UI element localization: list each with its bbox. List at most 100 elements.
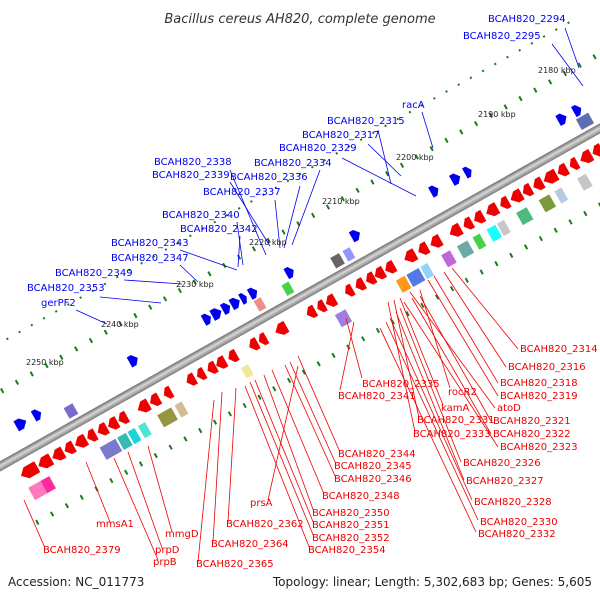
gene-label-forward[interactable]: BCAH820_2336 bbox=[230, 172, 308, 183]
reverse-gene[interactable] bbox=[85, 428, 99, 444]
forward-gene[interactable] bbox=[246, 286, 259, 300]
gene-label-forward[interactable]: BCAH820_2295 bbox=[463, 31, 541, 42]
gene-label-forward[interactable]: BCAH820_2329 bbox=[279, 143, 357, 154]
forward-gene[interactable] bbox=[428, 184, 440, 198]
gene-label-reverse[interactable]: BCAH820_2362 bbox=[226, 519, 304, 530]
gene-label-forward[interactable]: BCAH820_2343 bbox=[111, 238, 189, 249]
gene-label-reverse[interactable]: BCAH820_2322 bbox=[493, 429, 571, 440]
reverse-gene[interactable] bbox=[95, 422, 111, 437]
gene-label-forward[interactable]: BCAH820_2338 bbox=[154, 157, 232, 168]
reverse-gene[interactable] bbox=[256, 332, 270, 347]
forward-gene[interactable] bbox=[448, 172, 462, 186]
feature-block[interactable] bbox=[441, 250, 457, 268]
reverse-gene[interactable] bbox=[484, 202, 501, 218]
gene-label-reverse[interactable]: rocR2 bbox=[448, 387, 477, 398]
gene-label-reverse[interactable]: BCAH820_2341 bbox=[338, 391, 416, 402]
feature-block[interactable] bbox=[575, 112, 595, 131]
gene-label-forward[interactable]: racA bbox=[402, 100, 425, 111]
gene-label-reverse[interactable]: mmgD bbox=[165, 529, 199, 540]
gene-label-reverse[interactable]: BCAH820_2345 bbox=[334, 461, 412, 472]
feature-block[interactable] bbox=[157, 407, 178, 428]
gene-label-reverse[interactable]: BCAH820_2348 bbox=[322, 491, 400, 502]
reverse-gene[interactable] bbox=[416, 241, 431, 257]
forward-gene[interactable] bbox=[283, 265, 296, 280]
gene-label-forward[interactable]: BCAH820_2337 bbox=[203, 187, 281, 198]
reverse-gene[interactable] bbox=[471, 209, 487, 225]
forward-gene[interactable] bbox=[348, 228, 362, 243]
reverse-gene[interactable] bbox=[428, 233, 444, 250]
feature-block[interactable] bbox=[28, 481, 48, 501]
gene-label-reverse[interactable]: BCAH820_2326 bbox=[463, 458, 541, 469]
gene-label-forward[interactable]: gerPF2 bbox=[41, 298, 76, 309]
reverse-gene[interactable] bbox=[50, 446, 67, 463]
feature-block[interactable] bbox=[240, 364, 254, 379]
reverse-gene[interactable] bbox=[531, 176, 546, 192]
gene-label-reverse[interactable]: BCAH820_2316 bbox=[508, 362, 586, 373]
gene-label-forward[interactable]: BCAH820_2340 bbox=[162, 210, 240, 221]
feature-block[interactable] bbox=[334, 309, 353, 328]
gene-label-reverse[interactable]: BCAH820_2328 bbox=[474, 497, 552, 508]
reverse-gene[interactable] bbox=[36, 453, 55, 471]
feature-block[interactable] bbox=[127, 427, 142, 445]
reverse-gene[interactable] bbox=[18, 461, 41, 481]
gene-label-forward[interactable]: BCAH820_2349 bbox=[55, 268, 133, 279]
gene-label-reverse[interactable]: BCAH820_2321 bbox=[493, 416, 571, 427]
reverse-gene[interactable] bbox=[383, 260, 398, 275]
gene-label-reverse[interactable]: BCAH820_2330 bbox=[480, 517, 558, 528]
reverse-gene[interactable] bbox=[590, 143, 600, 159]
gene-label-reverse[interactable]: BCAH820_2350 bbox=[312, 508, 390, 519]
feature-block[interactable] bbox=[496, 219, 511, 236]
feature-block[interactable] bbox=[516, 207, 534, 226]
feature-block[interactable] bbox=[174, 401, 189, 418]
reverse-gene[interactable] bbox=[273, 320, 290, 337]
reverse-gene[interactable] bbox=[147, 392, 163, 408]
feature-block[interactable] bbox=[395, 275, 412, 293]
reverse-gene[interactable] bbox=[555, 162, 571, 178]
reverse-gene[interactable] bbox=[135, 398, 152, 415]
gene-label-reverse[interactable]: BCAH820_2364 bbox=[211, 539, 289, 550]
gene-label-reverse[interactable]: prpB bbox=[153, 557, 177, 568]
reverse-gene[interactable] bbox=[498, 195, 512, 211]
feature-block[interactable] bbox=[117, 432, 133, 451]
reverse-gene[interactable] bbox=[323, 293, 339, 309]
feature-block[interactable] bbox=[554, 187, 569, 204]
feature-block[interactable] bbox=[486, 224, 503, 242]
gene-label-forward[interactable]: BCAH820_2347 bbox=[111, 253, 189, 264]
reverse-gene[interactable] bbox=[342, 283, 356, 298]
feature-block[interactable] bbox=[420, 263, 435, 280]
feature-block[interactable] bbox=[538, 194, 557, 213]
reverse-gene[interactable] bbox=[226, 348, 240, 364]
gene-label-reverse[interactable]: atoD bbox=[497, 403, 521, 414]
reverse-gene[interactable] bbox=[72, 433, 90, 450]
feature-block[interactable] bbox=[577, 173, 593, 191]
forward-gene[interactable] bbox=[570, 103, 583, 118]
reverse-gene[interactable] bbox=[62, 440, 77, 456]
gene-label-reverse[interactable]: BCAH820_2354 bbox=[308, 545, 386, 556]
gene-label-reverse[interactable]: BCAH820_2344 bbox=[338, 449, 416, 460]
gene-label-reverse[interactable]: BCAH820_2319 bbox=[500, 391, 578, 402]
feature-block[interactable] bbox=[99, 438, 123, 460]
gene-label-reverse[interactable]: BCAH820_2323 bbox=[500, 442, 578, 453]
reverse-gene[interactable] bbox=[567, 156, 581, 171]
reverse-gene[interactable] bbox=[184, 372, 198, 388]
feature-block[interactable] bbox=[137, 422, 152, 439]
gene-label-forward[interactable]: BCAH820_2339 bbox=[152, 170, 230, 181]
forward-gene[interactable] bbox=[200, 312, 213, 326]
gene-label-reverse[interactable]: BCAH820_2379 bbox=[43, 545, 121, 556]
gene-label-forward[interactable]: BCAH820_2334 bbox=[254, 158, 332, 169]
forward-gene[interactable] bbox=[228, 296, 242, 311]
gene-label-reverse[interactable]: BCAH820_2333 bbox=[413, 429, 491, 440]
feature-block[interactable] bbox=[472, 233, 487, 250]
gene-label-forward[interactable]: BCAH820_2315 bbox=[327, 116, 405, 127]
reverse-gene[interactable] bbox=[578, 149, 595, 165]
reverse-gene[interactable] bbox=[447, 222, 464, 239]
gene-label-reverse[interactable]: BCAH820_2352 bbox=[312, 533, 390, 544]
gene-label-reverse[interactable]: prpD bbox=[155, 545, 180, 556]
reverse-gene[interactable] bbox=[315, 299, 328, 314]
reverse-gene[interactable] bbox=[161, 385, 175, 400]
gene-label-forward[interactable]: BCAH820_2294 bbox=[488, 14, 566, 25]
gene-label-reverse[interactable]: BCAH820_2365 bbox=[196, 559, 274, 570]
gene-label-forward[interactable]: BCAH820_2353 bbox=[27, 283, 105, 294]
forward-gene[interactable] bbox=[462, 165, 473, 179]
